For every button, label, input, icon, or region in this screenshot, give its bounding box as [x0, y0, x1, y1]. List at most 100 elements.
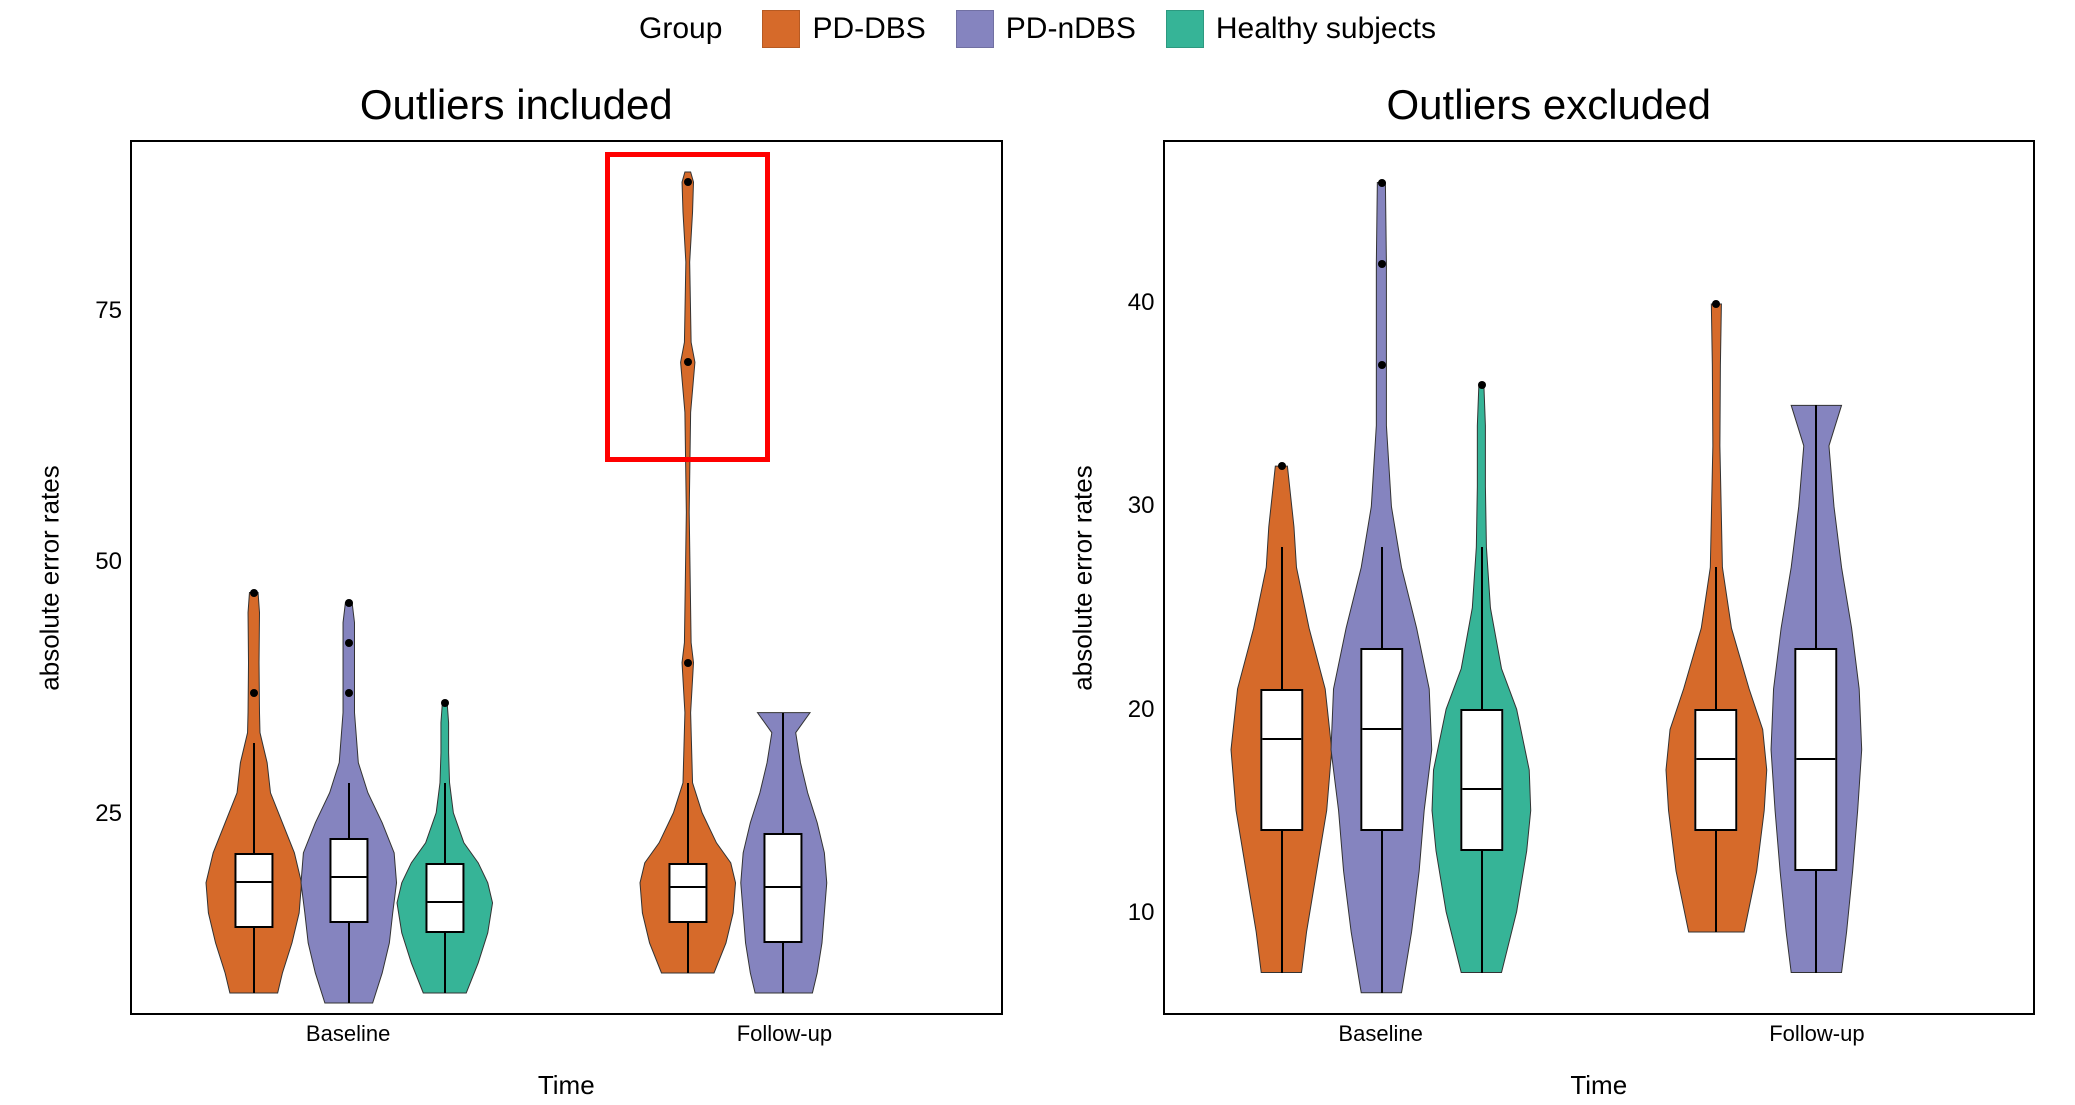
- legend-label: PD-DBS: [812, 12, 925, 46]
- y-axis-ticks: 25 50 75: [70, 140, 130, 1015]
- panel-title: Outliers included: [30, 70, 1003, 140]
- outlier-point: [684, 659, 692, 667]
- outlier-point: [1378, 260, 1386, 268]
- median-line: [1796, 758, 1835, 760]
- whisker: [1381, 831, 1383, 993]
- boxplot: [330, 838, 369, 923]
- whisker: [1481, 851, 1483, 973]
- legend-item-healthy: Healthy subjects: [1166, 10, 1436, 48]
- median-line: [1696, 758, 1735, 760]
- x-axis: Time Baseline Follow-up: [1163, 1015, 2036, 1105]
- boxplot: [1360, 648, 1403, 830]
- whisker: [1715, 831, 1717, 932]
- panel-outliers-included: Outliers included absolute error rates 2…: [30, 70, 1003, 1105]
- y-tick-label: 30: [1128, 492, 1155, 520]
- boxplot: [668, 863, 707, 923]
- legend-item-pd-dbs: PD-DBS: [762, 10, 925, 48]
- whisker: [348, 783, 350, 838]
- x-axis-row: Time Baseline Follow-up: [1063, 1015, 2036, 1105]
- plot-area: [130, 140, 1003, 1015]
- plot-row: absolute error rates 10 20 30 40: [1063, 140, 2036, 1015]
- whisker: [782, 943, 784, 993]
- legend-swatch: [1166, 10, 1204, 48]
- legend-item-pd-ndbs: PD-nDBS: [956, 10, 1136, 48]
- whisker: [687, 923, 689, 973]
- whisker: [1281, 831, 1283, 973]
- panels-row: Outliers included absolute error rates 2…: [0, 70, 2075, 1105]
- y-axis-label: absolute error rates: [35, 465, 66, 690]
- legend-label: Healthy subjects: [1216, 12, 1436, 46]
- outlier-point: [250, 689, 258, 697]
- whisker: [1281, 547, 1283, 689]
- outlier-point: [345, 689, 353, 697]
- whisker: [782, 713, 784, 833]
- whisker: [1381, 547, 1383, 648]
- y-axis-label-container: absolute error rates: [1063, 140, 1103, 1015]
- x-axis-spacer: [1063, 1015, 1163, 1105]
- x-tick-label: Follow-up: [1769, 1021, 1864, 1047]
- figure: Group PD-DBS PD-nDBS Healthy subjects Ou…: [0, 0, 2075, 1105]
- y-tick-label: 25: [95, 800, 122, 828]
- y-tick-label: 20: [1128, 696, 1155, 724]
- median-line: [332, 876, 367, 878]
- outlier-point: [345, 599, 353, 607]
- whisker: [1815, 871, 1817, 972]
- boxplot: [1260, 689, 1303, 831]
- y-tick-label: 75: [95, 297, 122, 325]
- panel-outliers-excluded: Outliers excluded absolute error rates 1…: [1063, 70, 2036, 1105]
- boxplot: [1694, 709, 1737, 831]
- median-line: [427, 901, 462, 903]
- x-axis-label: Time: [1570, 1070, 1627, 1101]
- boxplot: [234, 853, 273, 928]
- panel-title: Outliers excluded: [1063, 70, 2036, 140]
- outlier-point: [1378, 361, 1386, 369]
- y-axis-label: absolute error rates: [1067, 465, 1098, 690]
- boxplot: [1794, 648, 1837, 871]
- median-line: [766, 886, 801, 888]
- legend-swatch: [956, 10, 994, 48]
- y-tick-label: 40: [1128, 289, 1155, 317]
- legend-title: Group: [639, 12, 722, 46]
- whisker: [444, 933, 446, 993]
- boxplot: [1460, 709, 1503, 851]
- median-line: [1462, 788, 1501, 790]
- median-line: [1262, 738, 1301, 740]
- y-axis-ticks: 10 20 30 40: [1103, 140, 1163, 1015]
- y-tick-label: 50: [95, 548, 122, 576]
- whisker: [348, 923, 350, 1003]
- median-line: [670, 886, 705, 888]
- boxplot: [425, 863, 464, 933]
- x-tick-label: Baseline: [306, 1021, 390, 1047]
- outlier-point: [1278, 462, 1286, 470]
- legend-label: PD-nDBS: [1006, 12, 1136, 46]
- plot-area: [1163, 140, 2036, 1015]
- median-line: [1362, 728, 1401, 730]
- x-axis-spacer: [30, 1015, 130, 1105]
- whisker: [1815, 405, 1817, 648]
- outlier-point: [1478, 381, 1486, 389]
- y-tick-label: 10: [1128, 899, 1155, 927]
- x-tick-label: Follow-up: [737, 1021, 832, 1047]
- legend-swatch: [762, 10, 800, 48]
- whisker: [253, 928, 255, 993]
- outlier-point: [1378, 179, 1386, 187]
- boxplot: [764, 833, 803, 943]
- highlight-box: [605, 152, 770, 462]
- whisker: [253, 743, 255, 853]
- outlier-point: [345, 639, 353, 647]
- plot-row: absolute error rates 25 50 75: [30, 140, 1003, 1015]
- x-tick-label: Baseline: [1338, 1021, 1422, 1047]
- whisker: [444, 783, 446, 863]
- outlier-point: [1712, 300, 1720, 308]
- median-line: [236, 881, 271, 883]
- y-axis-label-container: absolute error rates: [30, 140, 70, 1015]
- whisker: [1715, 567, 1717, 709]
- x-axis: Time Baseline Follow-up: [130, 1015, 1003, 1105]
- whisker: [1481, 547, 1483, 709]
- x-axis-row: Time Baseline Follow-up: [30, 1015, 1003, 1105]
- whisker: [687, 783, 689, 863]
- outlier-point: [441, 699, 449, 707]
- outlier-point: [250, 589, 258, 597]
- legend: Group PD-DBS PD-nDBS Healthy subjects: [0, 10, 2075, 48]
- x-axis-label: Time: [538, 1070, 595, 1101]
